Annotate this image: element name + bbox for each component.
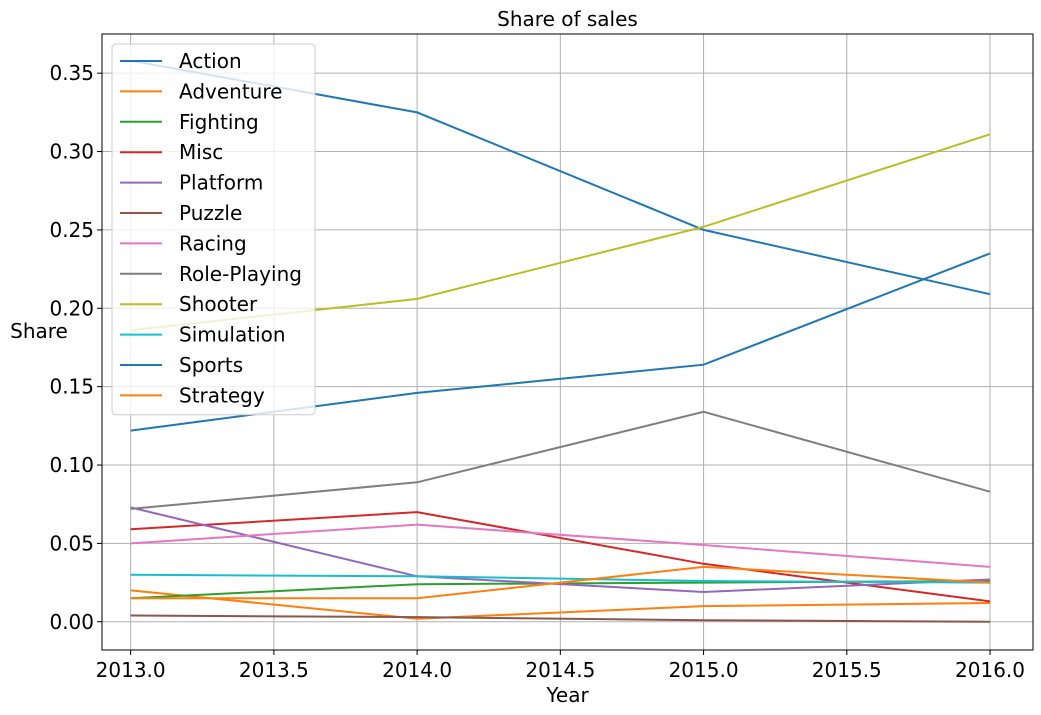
- y-tick-label: 0.35: [49, 61, 94, 85]
- x-tick-label: 2016.0: [955, 658, 1025, 682]
- legend-label: Platform: [179, 171, 263, 195]
- legend-label: Misc: [179, 140, 223, 164]
- legend-label: Sports: [179, 353, 243, 377]
- x-tick-label: 2015.5: [812, 658, 882, 682]
- series-line-racing: [130, 523, 991, 568]
- legend-label: Role-Playing: [179, 262, 302, 286]
- x-tick-label: 2014.0: [382, 658, 452, 682]
- legend-label: Action: [179, 49, 242, 73]
- y-axis-label: Share: [10, 319, 68, 343]
- legend-label: Adventure: [179, 79, 282, 103]
- series-line-role-playing: [130, 410, 991, 510]
- y-tick-label: 0.20: [49, 296, 94, 320]
- x-tick-label: 2014.5: [525, 658, 595, 682]
- y-tick-label: 0.05: [49, 531, 94, 555]
- y-tick-label: 0.00: [49, 610, 94, 634]
- legend-label: Racing: [179, 231, 247, 255]
- x-axis-label: Year: [545, 683, 589, 707]
- legend-label: Puzzle: [179, 201, 242, 225]
- legend-box: [111, 43, 316, 416]
- series-line-adventure: [130, 589, 991, 620]
- y-tick-label: 0.10: [49, 453, 94, 477]
- legend: Action Adventure Fighting Misc Platform Puzzl…: [111, 43, 316, 416]
- x-axis-ticks: 2013.0 2013.5 2014.0 2014.5 2015.0 2015.5 2016…: [96, 650, 1025, 682]
- y-axis-ticks: 0.00 0.05 0.10 0.15 0.20 0.25 0.30 0.35: [49, 61, 102, 634]
- legend-label: Strategy: [179, 383, 265, 407]
- y-tick-label: 0.15: [49, 375, 94, 399]
- x-tick-label: 2013.5: [239, 658, 309, 682]
- y-tick-label: 0.25: [49, 218, 94, 242]
- legend-label: Shooter: [179, 292, 258, 316]
- y-tick-label: 0.30: [49, 140, 94, 164]
- legend-label: Fighting: [179, 110, 259, 134]
- series-line-strategy: [130, 565, 991, 600]
- series-line-simulation: [130, 573, 991, 584]
- series-line-puzzle: [130, 614, 991, 623]
- legend-label: Simulation: [179, 323, 286, 347]
- chart-title: Share of sales: [497, 7, 638, 31]
- series-line-platform: [130, 506, 991, 594]
- plot-frame: [101, 33, 1034, 651]
- x-tick-label: 2015.0: [669, 658, 739, 682]
- x-tick-label: 2013.0: [96, 658, 166, 682]
